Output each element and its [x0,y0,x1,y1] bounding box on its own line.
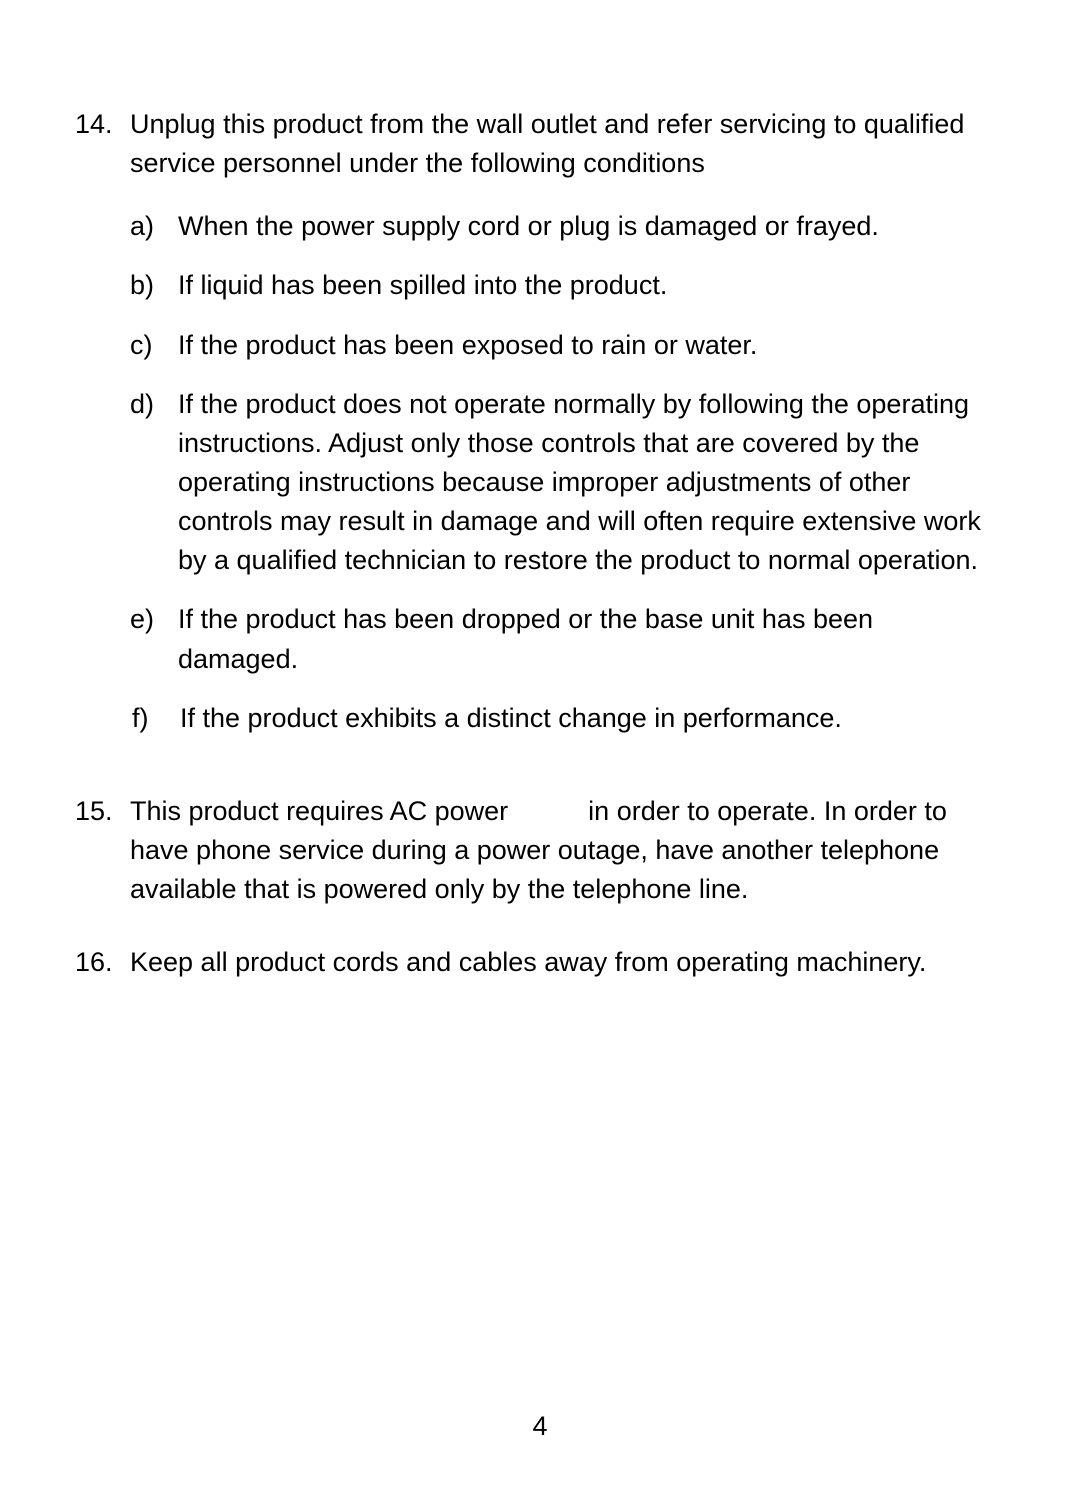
sub-text: If the product does not operate normally… [178,385,990,581]
item-number: 14. [75,105,130,758]
sub-number: f) [130,699,180,738]
sub-text: When the power supply cord or plug is da… [178,207,990,246]
sub-number: c) [130,326,178,365]
list-item-15: 15. This product requires AC powerin ord… [75,792,990,909]
sub-item-a: a) When the power supply cord or plug is… [130,207,990,246]
sub-item-e: e) If the product has been dropped or th… [130,600,990,678]
sub-list: a) When the power supply cord or plug is… [130,207,990,738]
sub-text: If the product exhibits a distinct chang… [180,699,990,738]
sub-number: b) [130,266,178,305]
page-number: 4 [0,1411,1080,1442]
item-text-a: This product requires AC power [130,796,508,826]
sub-text: If the product has been dropped or the b… [178,600,990,678]
sub-item-d: d) If the product does not operate norma… [130,385,990,581]
document-page: 14. Unplug this product from the wall ou… [0,0,1080,1500]
sub-number: e) [130,600,178,678]
item-body: This product requires AC powerin order t… [130,792,990,909]
sub-number: d) [130,385,178,581]
item-number: 16. [75,943,130,982]
item-body: Unplug this product from the wall outlet… [130,105,990,758]
numbered-list: 14. Unplug this product from the wall ou… [75,105,990,982]
sub-text: If liquid has been spilled into the prod… [178,266,990,305]
sub-item-b: b) If liquid has been spilled into the p… [130,266,990,305]
list-item-14: 14. Unplug this product from the wall ou… [75,105,990,758]
list-item-16: 16. Keep all product cords and cables aw… [75,943,990,982]
item-text: Unplug this product from the wall outlet… [130,109,964,178]
sub-item-c: c) If the product has been exposed to ra… [130,326,990,365]
item-text: Keep all product cords and cables away f… [130,943,990,982]
sub-item-f: f) If the product exhibits a distinct ch… [130,699,990,738]
sub-text: If the product has been exposed to rain … [178,326,990,365]
sub-number: a) [130,207,178,246]
item-number: 15. [75,792,130,909]
